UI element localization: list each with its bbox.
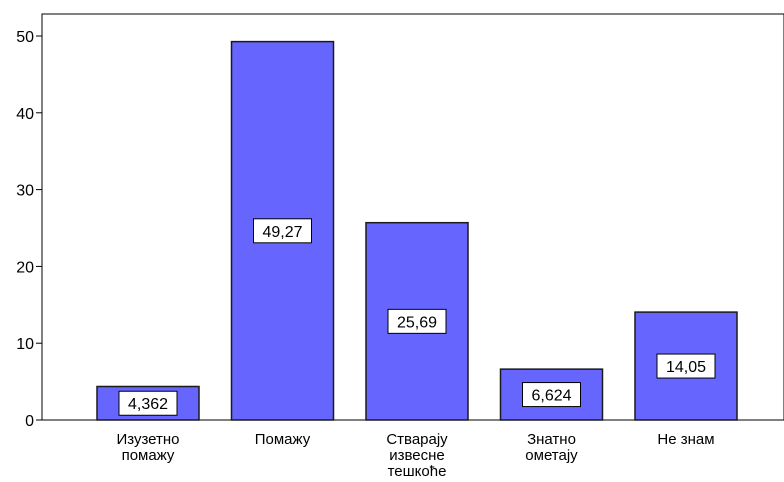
x-tick-label: Стварају извесне тешкоће	[386, 431, 448, 480]
y-axis: 0 10 20 30 40 50	[16, 29, 42, 430]
data-label-text: 25,69	[397, 314, 437, 331]
x-tick-label: Помажу	[255, 431, 311, 448]
y-tick-label: 10	[16, 336, 34, 353]
y-tick-label: 30	[16, 183, 34, 200]
x-tick-label-line: Стварају	[386, 431, 448, 448]
data-label-box	[387, 308, 447, 334]
data-label: 49,27	[253, 218, 312, 244]
data-label-text: 49,27	[262, 224, 302, 241]
data-label: 25,69	[387, 308, 447, 334]
data-labels-group: 4,362 49,27 25,69 6,624 14,05	[118, 218, 716, 416]
y-tick-label: 40	[16, 106, 34, 123]
x-tick-label: Не знам	[657, 431, 714, 448]
x-tick-label-line: ометају	[525, 447, 578, 464]
x-tick-label-line: Знатно	[527, 431, 576, 448]
data-label: 4,362	[118, 390, 178, 416]
data-label: 6,624	[522, 382, 581, 408]
x-tick-label-line: Помажу	[255, 431, 311, 448]
data-label-box	[118, 390, 178, 416]
x-tick-label-line: помажу	[122, 447, 175, 464]
x-tick-label-line: извесне	[389, 447, 445, 464]
x-tick-label-line: Не знам	[657, 431, 714, 448]
y-tick-label: 50	[16, 29, 34, 46]
data-label: 14,05	[656, 353, 716, 379]
y-tick-label: 0	[25, 413, 34, 430]
x-tick-label-line: тешкоће	[388, 463, 447, 480]
y-tick-label: 20	[16, 259, 34, 276]
x-tick-label-line: Изузетно	[116, 431, 179, 448]
data-label-box	[253, 218, 312, 244]
x-axis-labels: Изузетно помажу Помажу Стварају извесне тешко…	[116, 431, 714, 480]
x-tick-label: Знатно ометају	[525, 431, 578, 464]
data-label-text: 14,05	[666, 359, 706, 376]
data-label-text: 6,624	[531, 388, 571, 405]
data-label-text: 4,362	[128, 396, 168, 413]
data-label-box	[656, 353, 716, 379]
x-tick-label: Изузетно помажу	[116, 431, 179, 464]
data-label-box	[522, 382, 581, 408]
